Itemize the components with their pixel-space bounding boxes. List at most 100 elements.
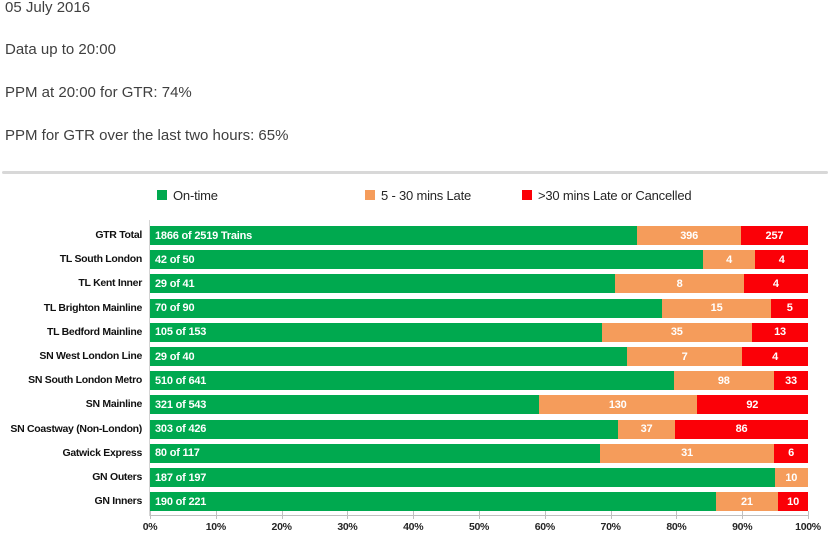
segment-cancelled: 92 (696, 395, 808, 415)
x-axis-tick-label: 60% (534, 521, 555, 533)
segment-value-label: 190 of 221 (155, 495, 207, 508)
segment-value-label: 4 (778, 253, 785, 266)
chart-row: TL Bedford Mainline 105 of 153 35 13 (0, 322, 830, 342)
row-label: TL South London (59, 253, 143, 266)
x-axis-tick (215, 511, 217, 519)
chart-row: Gatwick Express 80 of 117 31 6 (0, 443, 830, 463)
row-label: SN Coastway (Non-London) (10, 422, 142, 435)
segment-value-label: 4 (726, 253, 732, 266)
divider-line (2, 171, 828, 174)
row-bars: 80 of 117 31 6 (150, 443, 808, 463)
x-axis-tick (281, 511, 283, 519)
segment-on-time: 29 of 40 (150, 347, 628, 366)
row-bars: 303 of 426 37 86 (150, 419, 808, 439)
x-axis-tick-label: 40% (403, 521, 424, 533)
segment-value-label: 130 (608, 398, 627, 411)
chart-row: SN Mainline 321 of 543 130 92 (0, 395, 830, 415)
segment-value-label: 31 (681, 447, 693, 460)
segment-value-label: 4 (772, 350, 779, 363)
segment-on-time: 321 of 543 (150, 395, 539, 415)
segment-cancelled: 5 (771, 298, 808, 318)
row-bars: 29 of 40 7 4 (150, 347, 808, 366)
row-label: SN South London Metro (28, 374, 142, 387)
ppm-two-hours-text: PPM for GTR over the last two hours: 65% (5, 127, 289, 144)
row-bars: 510 of 641 98 33 (150, 371, 808, 391)
segment-on-time: 187 of 197 (150, 468, 775, 487)
segment-value-label: 7 (681, 350, 688, 363)
segment-late: 37 (618, 419, 676, 439)
segment-value-label: 37 (640, 423, 653, 436)
ppm-now-text: PPM at 20:00 for GTR: 74% (5, 84, 192, 101)
segment-late: 15 (661, 298, 772, 318)
segment-late: 396 (637, 226, 741, 245)
chart-row: GN Outers 187 of 197 10 (0, 468, 830, 487)
data-up-to-text: Data up to 20:00 (5, 41, 116, 58)
segment-value-label: 86 (735, 423, 748, 436)
legend-item: 5 - 30 mins Late (365, 187, 471, 203)
x-axis-tick-label: 20% (271, 521, 292, 533)
segment-value-label: 80 of 117 (155, 447, 200, 460)
segment-on-time: 1866 of 2519 Trains (150, 226, 638, 245)
chart-row: TL Brighton Mainline 70 of 90 15 5 (0, 298, 830, 318)
segment-value-label: 6 (788, 447, 795, 460)
x-axis-tick (150, 511, 151, 519)
segment-late: 8 (615, 274, 744, 294)
chart-row: SN West London Line 29 of 40 7 4 (0, 347, 830, 366)
segment-value-label: 396 (680, 229, 699, 242)
row-bars: 70 of 90 15 5 (150, 298, 808, 318)
row-bars: 321 of 543 130 92 (150, 395, 808, 415)
row-label: SN West London Line (39, 350, 142, 362)
segment-late: 35 (601, 322, 753, 342)
segment-on-time: 105 of 153 (150, 322, 602, 342)
x-axis-tick-label: 80% (666, 521, 687, 533)
segment-value-label: 10 (785, 471, 798, 484)
x-axis-tick (413, 511, 415, 519)
legend-swatch-icon (365, 190, 375, 200)
x-axis-tick (808, 511, 809, 519)
row-bars: 190 of 221 21 10 (150, 492, 808, 512)
segment-late: 21 (715, 492, 779, 512)
report-date: 05 July 2016 (5, 0, 91, 16)
row-label: TL Bedford Mainline (46, 325, 142, 338)
x-axis-tick-label: 100% (795, 521, 821, 533)
x-axis-tick (742, 511, 744, 519)
legend-label: 5 - 30 mins Late (381, 187, 472, 203)
segment-late: 7 (627, 347, 743, 366)
segment-on-time: 29 of 41 (150, 274, 616, 294)
chart-row: TL Kent Inner 29 of 41 8 4 (0, 274, 830, 294)
segment-value-label: 303 of 426 (155, 423, 207, 436)
x-axis-tick (544, 511, 546, 519)
x-axis-labels: 0% 10% 20% 30% 40% 50% 60% 70% 80% 90% 100% (143, 521, 821, 535)
legend-swatch-icon (157, 190, 167, 200)
row-label: GN Inners (94, 495, 143, 508)
segment-late: 10 (774, 468, 808, 487)
segment-value-label: 510 of 641 (155, 374, 207, 387)
x-axis-tick (347, 511, 349, 519)
row-bars: 29 of 41 8 4 (150, 274, 808, 294)
segment-late: 130 (538, 395, 697, 415)
legend-swatch-icon (522, 190, 532, 200)
row-bars: 187 of 197 10 (150, 468, 808, 487)
segment-value-label: 13 (774, 326, 786, 339)
segment-value-label: 70 of 90 (155, 302, 195, 315)
row-label: TL Brighton Mainline (43, 301, 143, 314)
segment-value-label: 15 (710, 302, 723, 315)
chart-row: TL South London 42 of 50 4 4 (0, 250, 830, 270)
segment-value-label: 33 (785, 374, 797, 387)
segment-value-label: 42 of 50 (155, 253, 195, 266)
segment-cancelled: 33 (774, 371, 808, 391)
segment-cancelled: 4 (742, 347, 808, 366)
segment-value-label: 1866 of 2519 Trains (155, 229, 253, 242)
x-axis-tick-label: 30% (337, 521, 358, 533)
segment-cancelled: 13 (752, 322, 808, 342)
segment-value-label: 98 (717, 374, 730, 387)
segment-cancelled: 10 (778, 492, 808, 512)
chart-row: SN South London Metro 510 of 641 98 33 (0, 371, 830, 391)
segment-on-time: 80 of 117 (150, 443, 600, 463)
legend-item: >30 mins Late or Cancelled (522, 187, 692, 203)
segment-value-label: 187 of 197 (155, 471, 207, 484)
segment-value-label: 92 (746, 398, 759, 411)
segment-cancelled: 4 (755, 250, 808, 270)
chart-row: GTR Total 1866 of 2519 Trains 396 257 (0, 226, 830, 245)
